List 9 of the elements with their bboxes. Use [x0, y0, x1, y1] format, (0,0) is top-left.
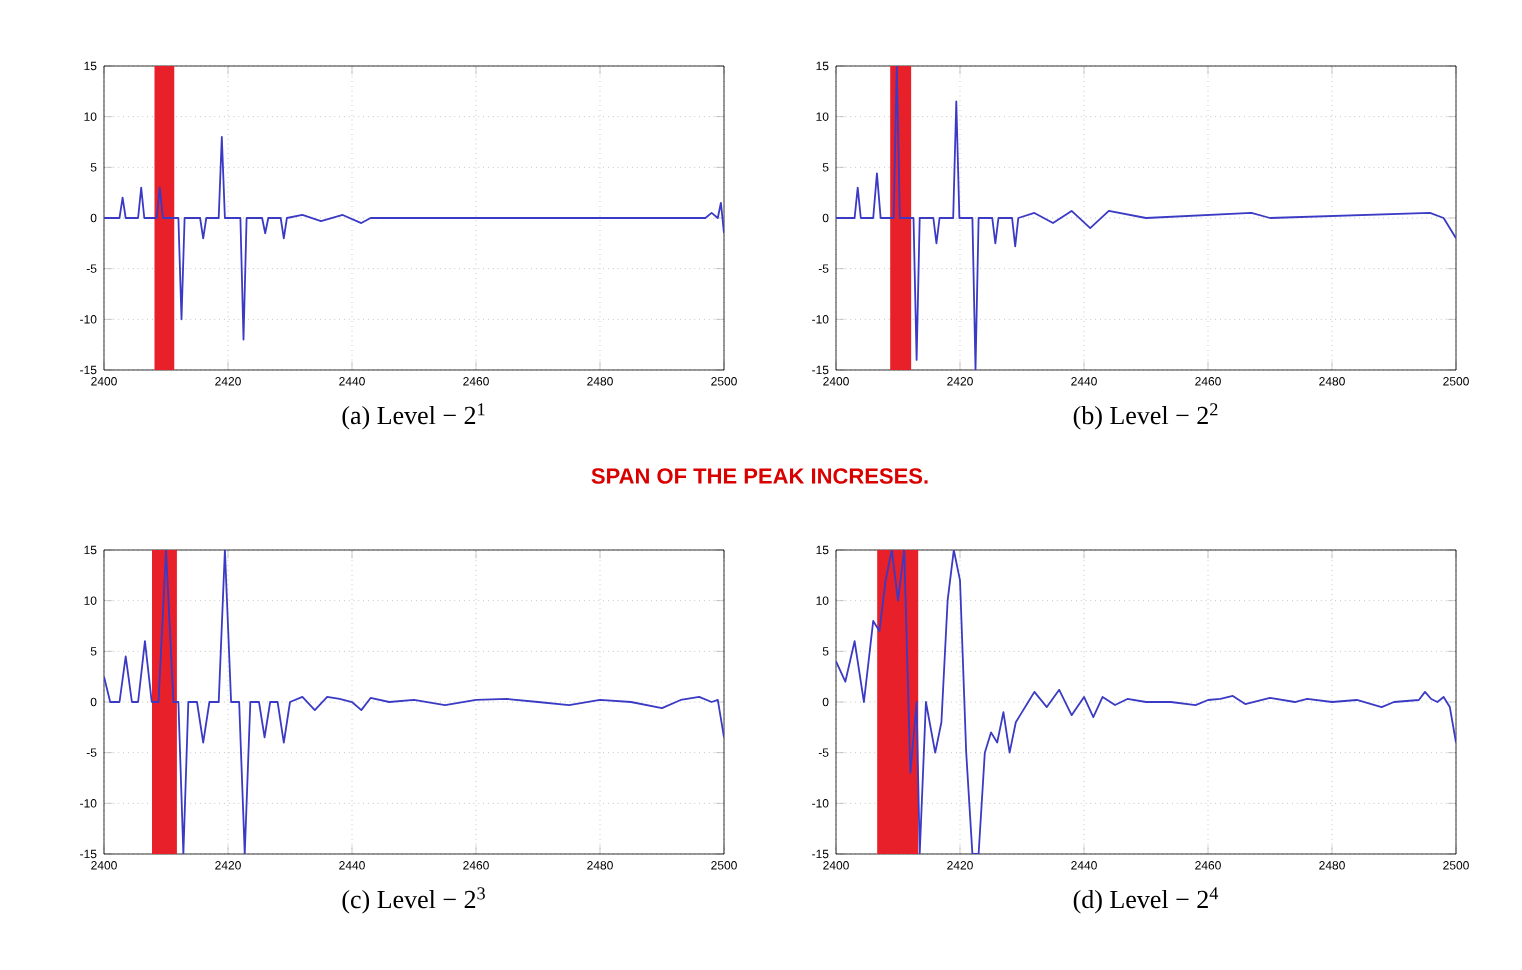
x-axis-title: (c) Level − 2$^{3}$ [342, 887, 485, 914]
line-series [104, 136, 725, 341]
x-axis-title: (d) Level − 2$^{4}$ [1073, 887, 1219, 914]
x-axis-title: (b) Level − 2$^{2}$ [1073, 403, 1218, 430]
line-series [104, 550, 725, 854]
x-axis-title: (a) Level − 2$^{1}$ [342, 403, 485, 430]
text: SPAN OF THE PEAK INCRESES. [591, 468, 928, 484]
line-series [836, 66, 1457, 370]
line-series [836, 550, 1457, 854]
